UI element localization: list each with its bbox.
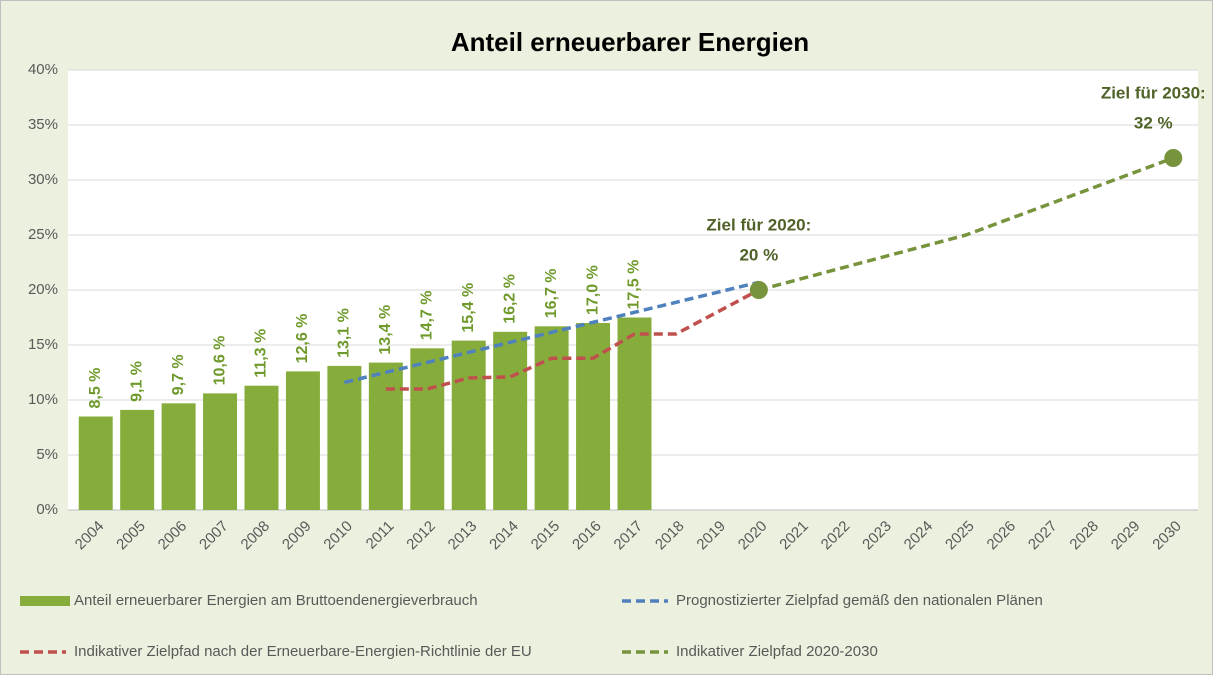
bar: [617, 317, 652, 510]
data-label: 10,6 %: [211, 336, 228, 386]
legend-label: Anteil erneuerbarer Energien am Bruttoen…: [74, 592, 478, 609]
y-tick-label: 5%: [36, 446, 58, 463]
chart-title: Anteil erneuerbarer Energien: [451, 27, 809, 57]
data-label: 17,0 %: [584, 265, 601, 315]
annotation: 20 %: [739, 245, 778, 264]
data-label: 13,4 %: [377, 305, 394, 355]
bar: [120, 409, 155, 510]
data-label: 14,7 %: [418, 290, 435, 340]
y-tick-label: 40%: [28, 61, 58, 78]
legend-label: Indikativer Zielpfad nach der Erneuerbar…: [74, 643, 532, 660]
line: [758, 156, 1174, 292]
legend-swatch: [20, 596, 70, 606]
annotation: Ziel für 2020:: [706, 215, 811, 234]
bar: [368, 362, 403, 510]
bar: [327, 365, 362, 510]
y-tick-label: 25%: [28, 226, 58, 243]
data-label: 16,7 %: [543, 268, 560, 318]
bar: [493, 331, 528, 510]
target-marker: [1164, 149, 1183, 167]
data-label: 9,7 %: [170, 354, 187, 395]
target-marker: [749, 281, 768, 299]
data-label: 17,5 %: [626, 260, 643, 310]
y-tick-label: 20%: [28, 281, 58, 298]
bar: [161, 403, 196, 510]
line: [343, 280, 760, 385]
y-tick-label: 30%: [28, 171, 58, 188]
bar: [451, 340, 486, 510]
y-tick-label: 15%: [28, 336, 58, 353]
data-label: 15,4 %: [460, 283, 477, 333]
y-tick-label: 35%: [28, 116, 58, 133]
bar: [285, 371, 320, 510]
data-label: 13,1 %: [336, 308, 353, 358]
data-label: 11,3 %: [253, 329, 270, 378]
line: [385, 288, 760, 391]
bar: [410, 348, 445, 510]
data-label: 12,6 %: [294, 314, 311, 364]
annotation: Ziel für 2030:: [1101, 83, 1206, 102]
bar: [576, 323, 611, 510]
bar: [244, 385, 279, 510]
legend-label: Prognostizierter Zielpfad gemäß den nati…: [676, 592, 1043, 609]
bar: [78, 416, 113, 510]
bar: [203, 393, 238, 510]
annotation: 32 %: [1134, 113, 1173, 132]
y-tick-label: 10%: [28, 391, 58, 408]
y-tick-label: 0%: [36, 501, 58, 518]
bar: [534, 326, 569, 510]
data-label: 8,5 %: [87, 368, 104, 409]
data-label: 9,1 %: [128, 361, 145, 402]
legend-label: Indikativer Zielpfad 2020-2030: [676, 643, 878, 660]
data-label: 16,2 %: [501, 274, 518, 324]
